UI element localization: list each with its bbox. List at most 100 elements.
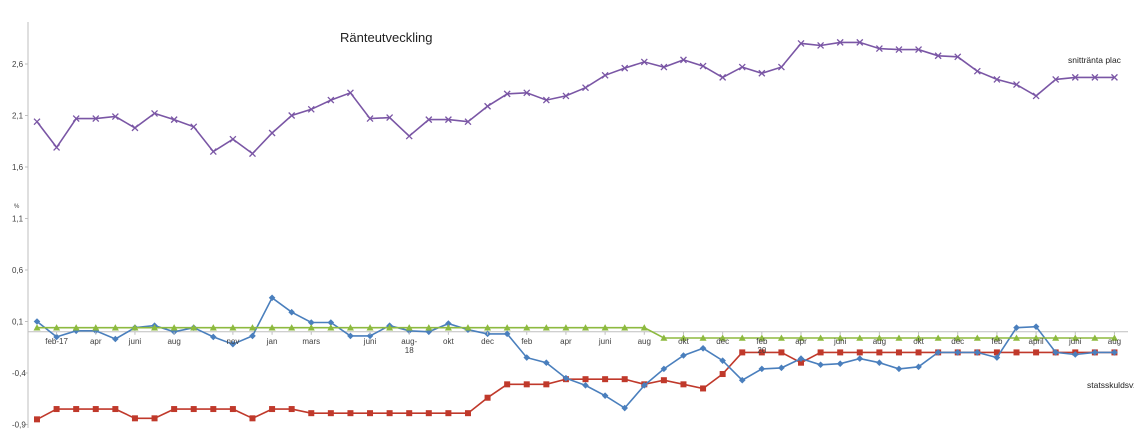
y-tick-label: -0,9 (12, 421, 26, 430)
data-point (974, 349, 981, 356)
data-point (288, 112, 296, 119)
data-point (229, 406, 236, 413)
data-point (444, 116, 452, 124)
data-point (601, 71, 609, 79)
data-point (915, 349, 922, 356)
data-point (934, 334, 942, 341)
data-point (72, 115, 80, 123)
data-point (876, 359, 883, 366)
data-point (327, 319, 335, 326)
data-point (777, 334, 785, 341)
data-point (210, 333, 217, 341)
data-point (738, 376, 746, 384)
data-point (856, 334, 864, 341)
data-point (954, 349, 962, 356)
data-point (210, 406, 217, 413)
x-tick-label: april (1029, 337, 1044, 346)
data-point (778, 349, 785, 356)
data-point (1091, 349, 1099, 356)
data-point (249, 150, 256, 158)
data-point (347, 332, 354, 340)
data-point (680, 56, 687, 64)
x-tick-label: okt (443, 337, 454, 346)
series-1 (34, 349, 1118, 423)
data-point (582, 84, 589, 92)
data-point (523, 354, 531, 361)
data-point (895, 46, 903, 54)
data-point (915, 363, 922, 371)
data-point (836, 334, 844, 341)
data-point (190, 123, 198, 131)
data-point (33, 118, 41, 126)
data-point (601, 324, 609, 331)
data-point (503, 330, 511, 338)
data-point (875, 334, 883, 341)
data-point (699, 344, 707, 352)
y-tick-label: 0,6 (12, 266, 24, 275)
data-point (719, 334, 727, 341)
x-tick-label: dec (481, 337, 494, 346)
data-point (739, 349, 746, 356)
data-point (1110, 334, 1118, 341)
data-point (386, 114, 394, 122)
x-tick-label: juni (598, 337, 612, 346)
series-3 (33, 324, 1118, 341)
chart-title: Ränteutveckling (340, 30, 433, 45)
data-point (543, 381, 550, 388)
data-point (209, 148, 217, 156)
data-point (993, 349, 1000, 356)
x-tick-label: aug (1108, 337, 1121, 346)
data-point (934, 52, 942, 60)
data-point (151, 415, 158, 422)
data-point (621, 64, 629, 72)
data-point (170, 324, 178, 331)
data-point (405, 132, 413, 140)
series-line-1 (36, 351, 1115, 421)
data-point (269, 406, 276, 413)
data-point (700, 385, 707, 392)
data-point (484, 394, 491, 401)
data-point (464, 118, 472, 126)
data-point (503, 324, 511, 331)
data-point (660, 63, 668, 71)
data-point (602, 376, 609, 383)
data-point (1091, 73, 1099, 81)
data-point (288, 406, 295, 413)
data-point (836, 360, 844, 368)
data-point (837, 349, 844, 356)
x-tick-label: juni (128, 337, 142, 346)
data-point (778, 364, 785, 372)
data-point (111, 113, 119, 120)
data-point (92, 406, 99, 413)
data-point (445, 410, 452, 417)
data-point (797, 39, 805, 47)
data-point (954, 53, 962, 61)
data-point (92, 324, 100, 331)
data-point (915, 46, 923, 54)
data-point (34, 416, 40, 423)
data-point (484, 324, 492, 331)
data-point (229, 340, 237, 348)
data-point (131, 324, 139, 331)
data-point (719, 357, 726, 364)
data-point (973, 334, 981, 341)
data-point (542, 324, 550, 331)
data-point (876, 349, 883, 356)
data-point (1033, 349, 1040, 356)
data-point (1032, 334, 1040, 341)
data-point (268, 294, 276, 302)
x-tick-label: feb (521, 337, 533, 346)
data-point (738, 63, 746, 71)
data-point (1032, 92, 1040, 100)
data-point (327, 96, 335, 104)
data-point (660, 377, 667, 384)
data-point (53, 406, 60, 413)
data-point (1071, 351, 1079, 358)
data-point (523, 89, 531, 97)
data-point (1032, 323, 1040, 330)
data-point (856, 38, 864, 46)
x-tick-label: aug (638, 337, 651, 346)
series-layer (33, 38, 1118, 423)
x-tick-label: nov (226, 337, 239, 346)
